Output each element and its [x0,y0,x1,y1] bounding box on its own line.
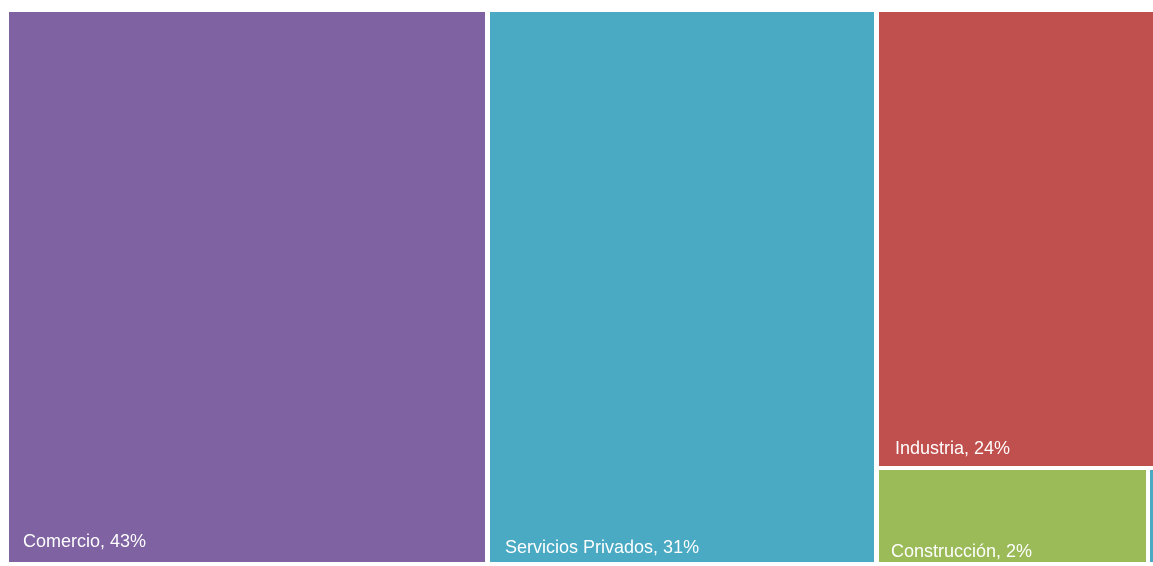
tile-industria: Industria, 24% [879,12,1153,466]
tile-small-remainder [1150,470,1153,562]
tile-construccion: Construcción, 2% [879,470,1146,562]
tile-label-comercio: Comercio, 43% [23,531,147,551]
tile-comercio: Comercio, 43% [9,12,485,562]
tile-label-industria: Industria, 24% [895,438,1011,458]
tile-label-servicios-privados: Servicios Privados, 31% [505,537,700,557]
tile-servicios-privados: Servicios Privados, 31% [490,12,874,562]
tile-label-construccion: Construcción, 2% [891,541,1033,561]
